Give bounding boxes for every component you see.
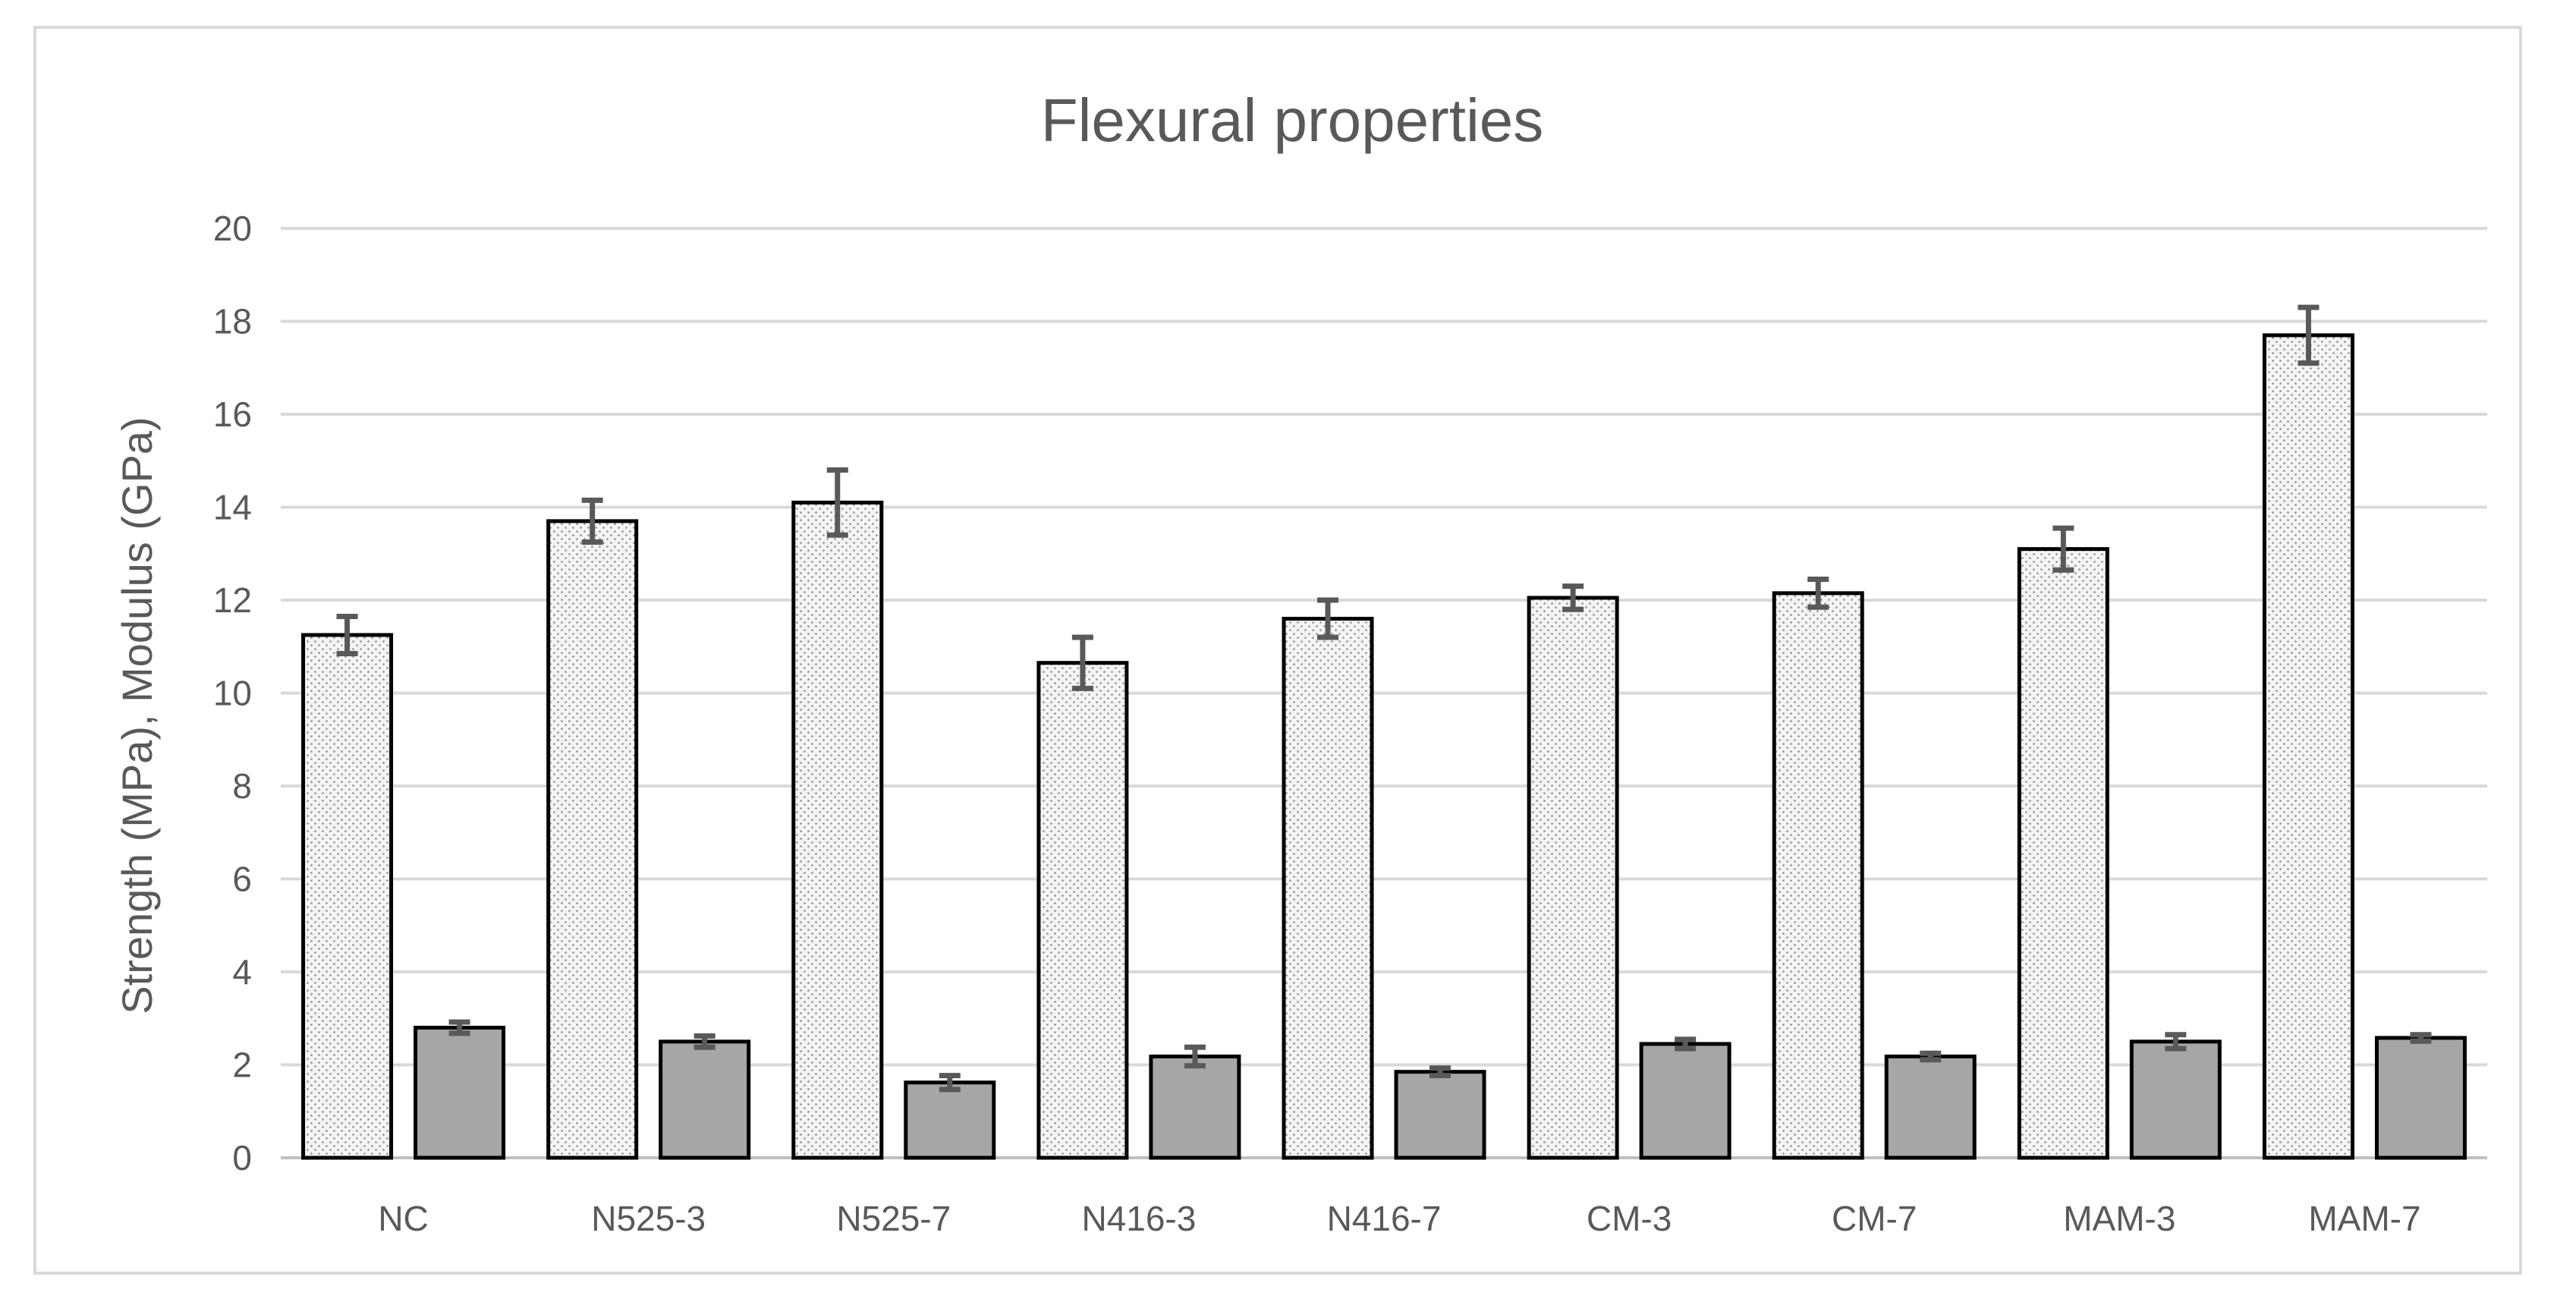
bar-NC-series-2 bbox=[414, 1026, 506, 1160]
x-tick-label: N416-3 bbox=[1081, 1199, 1196, 1238]
x-tick-labels: NC N525-3 N525-7 N416-3 N416-7 CM-3 CM-7 MAM-3 M… bbox=[378, 1199, 2420, 1238]
bar-N416-3-series-2 bbox=[1149, 1054, 1241, 1160]
error-bar-CM-7-series-2 bbox=[1920, 1050, 1942, 1063]
error-bar-CM-7-series-1 bbox=[1807, 576, 1829, 610]
y-tick-label: 12 bbox=[213, 580, 252, 620]
flexural-properties-chart: Flexural properties Strength (MPa), Modu… bbox=[113, 86, 2487, 1238]
y-tick-label: 10 bbox=[213, 674, 252, 713]
error-bars bbox=[336, 304, 2432, 1093]
error-bar-MAM-3-series-2 bbox=[2165, 1032, 2187, 1052]
error-bar-MAM-3-series-1 bbox=[2052, 525, 2074, 573]
error-bar-N416-3-series-1 bbox=[1071, 634, 1093, 691]
bar-MAM-3-series-2 bbox=[2129, 1039, 2222, 1160]
error-bar-N525-7-series-1 bbox=[826, 467, 848, 538]
x-tick-label: N525-3 bbox=[591, 1199, 706, 1238]
error-bar-N525-3-series-2 bbox=[694, 1033, 716, 1050]
error-bar-MAM-7-series-2 bbox=[2410, 1032, 2432, 1044]
x-tick-label: N416-7 bbox=[1327, 1199, 1442, 1238]
bar-CM-7-series-1 bbox=[1772, 591, 1864, 1160]
y-tick-label: 2 bbox=[232, 1045, 252, 1085]
y-tick-label: 14 bbox=[213, 488, 252, 527]
y-tick-label: 4 bbox=[232, 952, 252, 992]
error-bar-CM-3-series-2 bbox=[1675, 1036, 1697, 1052]
chart-title: Flexural properties bbox=[1041, 86, 1544, 154]
bar-CM-3-series-1 bbox=[1527, 596, 1619, 1160]
error-bar-CM-3-series-1 bbox=[1562, 583, 1584, 612]
bar-N416-7-series-2 bbox=[1394, 1070, 1486, 1160]
bar-MAM-7-series-1 bbox=[2262, 333, 2354, 1160]
bars bbox=[301, 333, 2467, 1160]
bar-NC-series-1 bbox=[301, 633, 394, 1160]
bar-CM-7-series-2 bbox=[1884, 1054, 1977, 1160]
y-tick-label: 0 bbox=[232, 1138, 252, 1178]
x-tick-label: MAM-3 bbox=[2063, 1199, 2175, 1238]
x-tick-label: CM-3 bbox=[1587, 1199, 1672, 1238]
chart-frame: Flexural properties Strength (MPa), Modu… bbox=[33, 26, 2522, 1275]
y-tick-labels: 0 2 4 6 8 10 12 14 16 18 20 bbox=[213, 209, 252, 1178]
y-tick-label: 8 bbox=[232, 766, 252, 806]
x-tick-label: NC bbox=[378, 1199, 428, 1238]
grid-lines bbox=[281, 227, 2487, 1159]
bar-CM-3-series-2 bbox=[1639, 1042, 1731, 1160]
y-tick-label: 16 bbox=[213, 395, 252, 434]
bar-MAM-7-series-2 bbox=[2374, 1036, 2467, 1160]
bar-N525-3-series-2 bbox=[659, 1039, 751, 1160]
error-bar-N525-7-series-2 bbox=[939, 1073, 961, 1093]
error-bar-NC-series-2 bbox=[448, 1019, 470, 1036]
y-tick-label: 6 bbox=[232, 860, 252, 899]
bar-MAM-3-series-1 bbox=[2017, 547, 2109, 1160]
error-bar-NC-series-1 bbox=[336, 613, 358, 656]
y-tick-label: 20 bbox=[213, 209, 252, 248]
x-tick-label: N525-7 bbox=[836, 1199, 951, 1238]
error-bar-MAM-7-series-1 bbox=[2298, 304, 2320, 366]
bar-N525-3-series-1 bbox=[546, 519, 639, 1160]
y-tick-label: 18 bbox=[213, 302, 252, 341]
bar-N416-7-series-1 bbox=[1282, 617, 1374, 1160]
x-tick-label: CM-7 bbox=[1832, 1199, 1917, 1238]
y-axis-label: Strength (MPa), Modulus (GPa) bbox=[113, 417, 161, 1014]
bar-N525-7-series-2 bbox=[904, 1080, 996, 1160]
error-bar-N416-7-series-1 bbox=[1317, 597, 1338, 640]
bar-N525-7-series-1 bbox=[791, 500, 884, 1160]
error-bar-N416-7-series-2 bbox=[1430, 1065, 1451, 1079]
x-tick-label: MAM-7 bbox=[2308, 1199, 2420, 1238]
error-bar-N525-3-series-1 bbox=[581, 497, 603, 545]
error-bar-N416-3-series-2 bbox=[1184, 1044, 1206, 1069]
bar-N416-3-series-1 bbox=[1036, 661, 1129, 1160]
